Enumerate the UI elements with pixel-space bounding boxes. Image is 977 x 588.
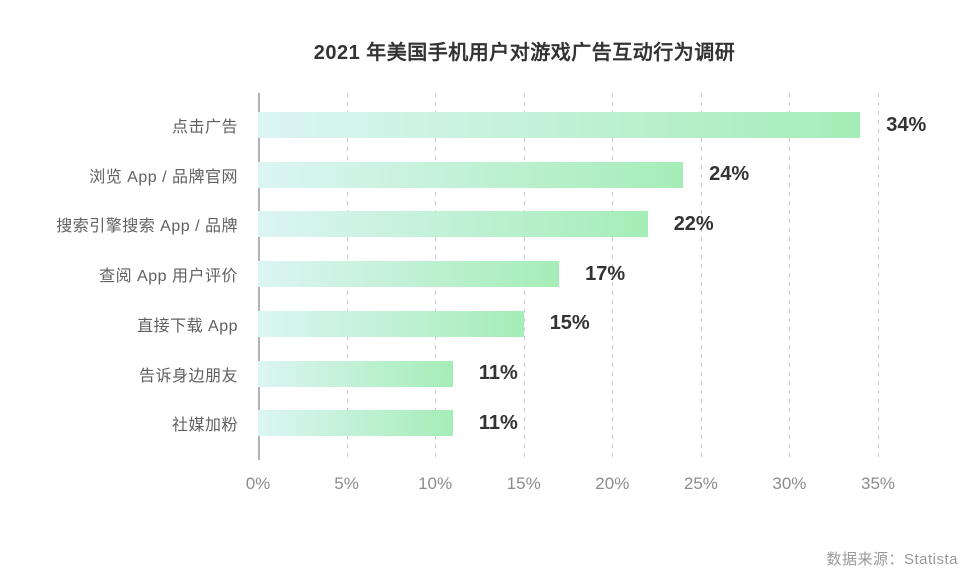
value-label: 11% xyxy=(478,362,518,384)
x-tick-label: 10% xyxy=(418,474,453,493)
value-label: 24% xyxy=(709,163,750,186)
x-tick-label: 30% xyxy=(772,474,807,493)
category-label: 查阅 App 用户评价 xyxy=(99,268,238,286)
category-label: 浏览 App / 品牌官网 xyxy=(89,168,238,186)
x-tick-label: 35% xyxy=(860,474,896,493)
x-tick-label: 15% xyxy=(506,474,541,493)
value-label: 11% xyxy=(478,411,518,434)
category-label: 直接下载 App xyxy=(137,317,238,335)
x-tick-label: 5% xyxy=(334,474,359,493)
category-label: 告诉身边朋友 xyxy=(138,367,238,385)
x-tick-label: 0% xyxy=(245,474,271,493)
category-label: 点击广告 xyxy=(171,119,238,136)
plot-area xyxy=(258,93,879,460)
gridline-20% xyxy=(612,93,614,460)
bar-row-0 xyxy=(258,112,861,138)
data-source: 数据来源：Statista xyxy=(826,551,958,568)
bar-row-4 xyxy=(258,310,524,337)
chart-title: 2021 年美国手机用户对游戏广告互动行为调研 xyxy=(313,42,736,64)
gridline-25% xyxy=(700,93,702,460)
value-label: 34% xyxy=(886,113,927,136)
bar-row-6 xyxy=(258,410,453,437)
bar-row-2 xyxy=(258,211,648,238)
bar-row-1 xyxy=(258,161,684,188)
x-tick-label: 25% xyxy=(683,474,718,493)
gridline-30% xyxy=(789,93,791,460)
bar-row-5 xyxy=(258,360,453,387)
bar-row-3 xyxy=(258,261,560,288)
category-label: 搜索引擎搜索 App / 品牌 xyxy=(56,218,238,236)
category-label: 社媒加粉 xyxy=(171,417,238,435)
value-label: 15% xyxy=(549,312,590,335)
value-label: 17% xyxy=(585,262,626,285)
x-tick-label: 20% xyxy=(595,474,630,493)
gridline-35% xyxy=(878,93,879,460)
value-label: 22% xyxy=(673,212,714,235)
